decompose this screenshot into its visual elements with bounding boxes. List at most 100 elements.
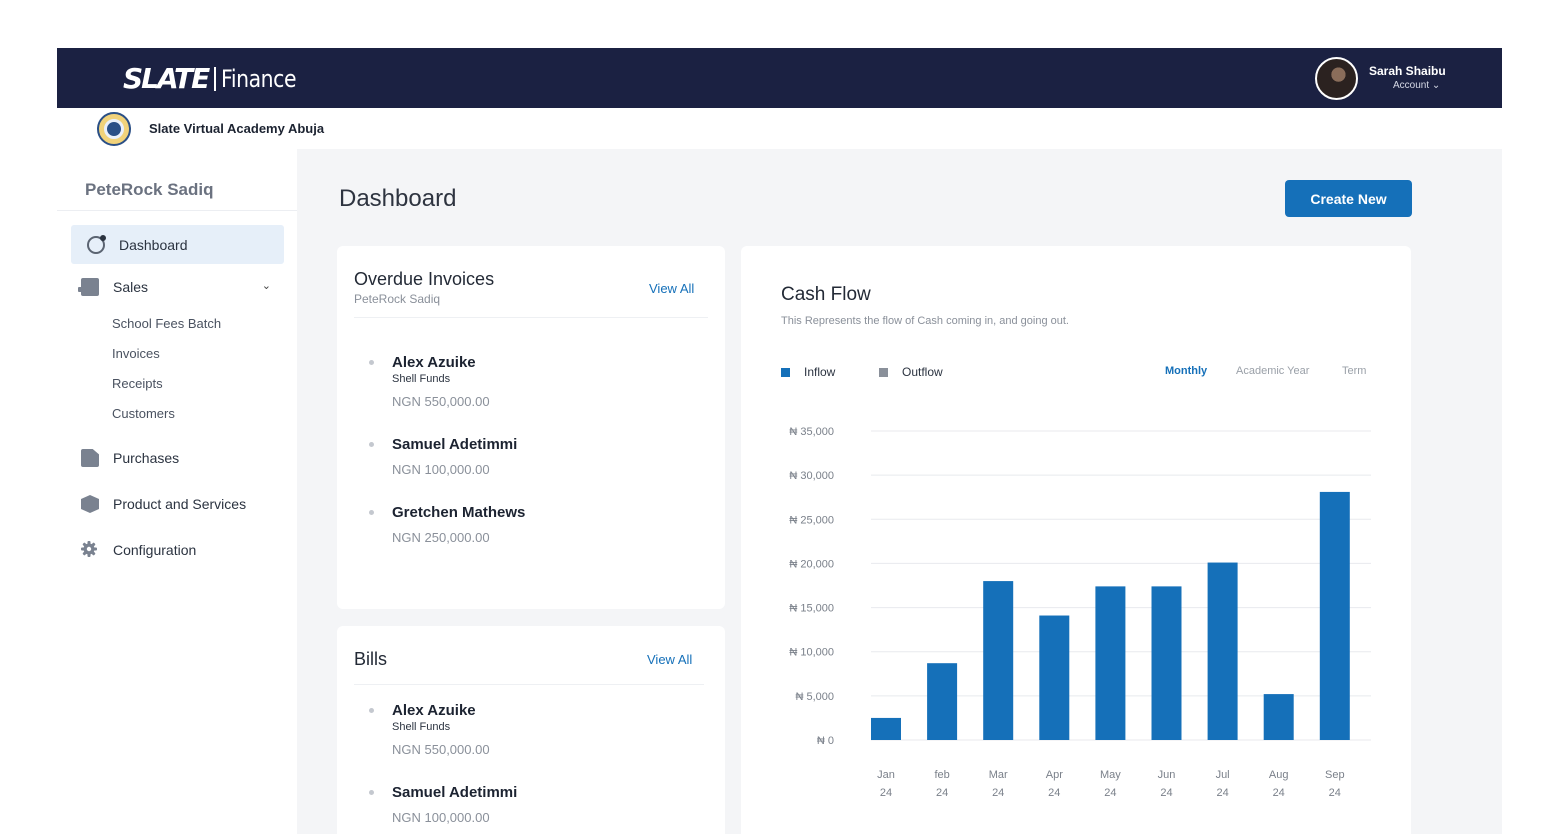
card-divider — [354, 684, 704, 685]
create-new-button[interactable]: Create New — [1285, 180, 1412, 217]
dashboard-icon — [87, 234, 106, 254]
sidebar-item-label: Product and Services — [113, 496, 247, 512]
avatar[interactable] — [1315, 57, 1358, 100]
legend-inflow: Inflow — [781, 365, 835, 379]
cash-flow-chart: ₦ 0 ₦ 5,000 ₦ 10,000 ₦ 15,000 ₦ 20,000 ₦ 25,0… — [789, 426, 1371, 799]
card-title: Cash Flow — [781, 284, 871, 305]
period-tab-academic-year[interactable]: Academic Year — [1236, 365, 1310, 377]
sidebar-item-purchases[interactable]: Purchases — [81, 446, 179, 470]
sidebar-subitem-receipts[interactable]: Receipts — [112, 376, 163, 391]
sidebar-item-label: Purchases — [113, 450, 180, 466]
sidebar-item-sales[interactable]: Sales ⌄ — [78, 275, 271, 299]
x-tick-label: May 24 — [1100, 769, 1121, 799]
bullet — [369, 360, 374, 365]
register-icon — [78, 278, 99, 296]
box-icon — [81, 495, 99, 513]
sidebar-subitem-school-fees-batch[interactable]: School Fees Batch — [112, 316, 222, 331]
list-item-amount: NGN 550,000.00 — [392, 742, 490, 757]
logo-product: Finance — [221, 64, 297, 93]
list-item-name: Gretchen Mathews — [392, 504, 526, 521]
sidebar-subitem-invoices[interactable]: Invoices — [112, 346, 160, 361]
y-tick-label: ₦ 30,000 — [789, 470, 834, 482]
file-icon — [81, 449, 99, 467]
logo-divider — [214, 66, 217, 91]
org-logo — [97, 112, 131, 146]
list-item-name: Samuel Adetimmi — [392, 436, 518, 453]
bar[interactable] — [927, 663, 958, 740]
x-tick-label: Mar 24 — [989, 769, 1008, 799]
y-tick-label: ₦ 25,000 — [789, 514, 834, 526]
x-tick-label: Sep 24 — [1325, 769, 1345, 799]
main-content: Dashboard Create New Overdue Invoices Pe… — [297, 149, 1502, 834]
bar[interactable] — [1151, 586, 1182, 740]
bar[interactable] — [871, 717, 901, 740]
y-tick-label: ₦ 20,000 — [789, 558, 834, 570]
page-title: Dashboard — [339, 185, 457, 212]
sidebar-user: PeteRock Sadiq — [85, 180, 214, 199]
card-subtitle: PeteRock Sadiq — [354, 292, 441, 306]
list-item-name: Samuel Adetimmi — [392, 784, 518, 801]
x-tick-label: Jul 24 — [1216, 769, 1230, 799]
list-item-org: Shell Funds — [392, 373, 451, 385]
y-tick-label: ₦ 35,000 — [789, 426, 834, 438]
cash-flow-card: Cash Flow This Represents the flow of Ca… — [741, 246, 1411, 834]
x-tick-label: Apr 24 — [1046, 769, 1063, 799]
legend-label: Inflow — [804, 365, 836, 379]
bar[interactable] — [1095, 586, 1126, 740]
list-item-amount: NGN 100,000.00 — [392, 810, 490, 825]
legend-swatch — [879, 367, 888, 377]
legend-label: Outflow — [902, 365, 943, 379]
app-frame: SLATE Finance Sarah Shaibu Account ⌄ Sla… — [57, 48, 1502, 834]
y-tick-label: ₦ 10,000 — [789, 647, 834, 659]
bar[interactable] — [1207, 562, 1238, 740]
sidebar-item-label: Configuration — [113, 542, 197, 558]
bullet — [369, 708, 374, 713]
bullet — [369, 442, 374, 447]
sidebar-item-label: Sales — [113, 279, 149, 295]
x-tick-label: Jan 24 — [877, 769, 895, 799]
y-tick-label: ₦ 0 — [817, 735, 834, 747]
org-logo-emblem — [104, 119, 124, 139]
list-item-amount: NGN 100,000.00 — [392, 462, 490, 477]
list-item-amount: NGN 250,000.00 — [392, 530, 490, 545]
overdue-invoices-card: Overdue Invoices PeteRock Sadiq View All… — [337, 246, 725, 609]
card-title: Overdue Invoices — [354, 269, 495, 289]
account-menu[interactable]: Account ⌄ — [1393, 80, 1441, 91]
card-divider — [354, 317, 708, 318]
sidebar-item-configuration[interactable]: Configuration — [81, 538, 196, 562]
x-tick-label: Aug 24 — [1269, 769, 1289, 799]
legend-swatch — [781, 367, 790, 377]
list-item-amount: NGN 550,000.00 — [392, 394, 490, 409]
sidebar-item-dashboard[interactable]: Dashboard — [71, 225, 284, 264]
bar[interactable] — [1039, 615, 1070, 740]
sidebar: PeteRock Sadiq Dashboard Sales ⌄ School … — [57, 149, 297, 834]
bar[interactable] — [1263, 694, 1294, 740]
x-tick-label: feb 24 — [934, 769, 949, 799]
bar[interactable] — [983, 581, 1014, 740]
chevron-down-icon[interactable]: ⌄ — [261, 280, 271, 292]
x-tick-label: Jun 24 — [1158, 769, 1176, 799]
user-name[interactable]: Sarah Shaibu — [1369, 64, 1446, 78]
bar[interactable] — [1319, 491, 1350, 740]
sidebar-subitem-customers[interactable]: Customers — [112, 406, 175, 421]
gear-icon — [81, 541, 99, 559]
period-tab-monthly[interactable]: Monthly — [1165, 365, 1208, 377]
sidebar-item-label: Dashboard — [119, 236, 188, 253]
bills-card: Bills View All Alex Azuike Shell Funds N… — [337, 626, 725, 834]
y-tick-label: ₦ 15,000 — [789, 603, 834, 615]
list-item-name: Alex Azuike — [392, 354, 476, 371]
logo[interactable]: SLATE Finance — [123, 62, 310, 95]
list-item-name: Alex Azuike — [392, 702, 476, 719]
period-tab-term[interactable]: Term — [1342, 365, 1367, 377]
card-subtitle: This Represents the flow of Cash coming … — [781, 315, 1069, 327]
top-bar: SLATE Finance Sarah Shaibu Account ⌄ — [57, 48, 1502, 108]
org-name: Slate Virtual Academy Abuja — [149, 121, 325, 136]
card-title: Bills — [354, 649, 388, 669]
sidebar-divider — [57, 210, 297, 211]
view-all-link[interactable]: View All — [649, 281, 695, 296]
list-item-org: Shell Funds — [392, 721, 451, 733]
sidebar-item-product-and-services[interactable]: Product and Services — [81, 492, 246, 516]
view-all-link[interactable]: View All — [647, 652, 693, 667]
y-tick-label: ₦ 5,000 — [795, 691, 834, 703]
legend-outflow: Outflow — [879, 365, 943, 379]
